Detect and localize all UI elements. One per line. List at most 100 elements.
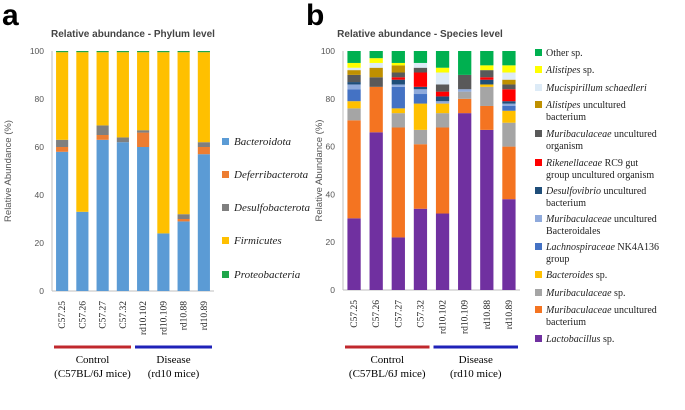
x-tick-label: C57.27	[99, 301, 109, 329]
y-tick-label: 20	[35, 238, 45, 248]
bar-segment	[56, 139, 69, 147]
x-tick-label: C57.32	[119, 301, 129, 329]
bar-segment	[137, 132, 150, 147]
bar-segment	[391, 51, 405, 63]
bar-segment	[76, 52, 89, 212]
bar-segment	[458, 89, 472, 92]
bar-segment	[347, 51, 361, 63]
x-tick-label: C57.26	[78, 301, 88, 329]
legend-text: Desulfovibrio	[545, 186, 601, 197]
legend-text: bacterium	[546, 317, 586, 328]
legend-swatch	[535, 215, 542, 222]
bar-segment	[369, 58, 383, 63]
legend-swatch	[535, 101, 542, 108]
bar-segment	[177, 214, 190, 219]
x-tick-label: rd10.89	[200, 301, 210, 331]
bar-segment	[502, 122, 516, 147]
legend-swatch	[535, 130, 542, 137]
legend-text: Muribaculaceae	[545, 129, 612, 140]
bar-segment	[413, 129, 428, 145]
group-sublabel: (C57BL/6J mice)	[54, 368, 131, 380]
bar-segment	[391, 237, 405, 290]
legend-swatch	[535, 335, 542, 342]
bar-segment	[458, 98, 472, 114]
bar-segment	[413, 89, 428, 95]
x-tick-label: rd10.109	[159, 301, 169, 335]
legend-line: organism	[546, 141, 583, 152]
legend-text: Other sp.	[546, 48, 583, 59]
bar-segment	[369, 67, 383, 78]
chart-title: Relative abundance - Phylum level	[51, 29, 215, 40]
bar-segment	[502, 101, 516, 104]
bar-segment	[502, 110, 516, 123]
y-tick-label: 100	[30, 46, 44, 56]
x-tick-label: rd10.102	[139, 301, 149, 335]
bar-segment	[96, 139, 109, 291]
x-tick-label: C57.25	[350, 300, 360, 328]
legend-line: Rikenellaceae RC9 gut	[545, 158, 638, 169]
legend-swatch	[535, 66, 542, 73]
bar-segment	[96, 135, 109, 140]
legend-text: Muribaculaceae	[545, 288, 612, 299]
bar-segment	[116, 51, 129, 53]
panel-letter: a	[2, 0, 19, 32]
legend-text: RC9 gut	[602, 158, 638, 169]
bar-segment	[480, 65, 494, 71]
bar-segment	[56, 151, 69, 291]
bar-segment	[391, 65, 405, 73]
legend-line: Desulfovibrio uncultured	[545, 186, 646, 197]
bar-segment	[413, 94, 428, 104]
y-tick-label: 0	[330, 285, 335, 295]
legend-text: NK4A136	[615, 242, 659, 253]
bar-segment	[435, 101, 450, 104]
bar-segment	[413, 103, 428, 130]
bar-segment	[177, 221, 190, 291]
bar-segment	[413, 67, 428, 73]
bar-segment	[391, 62, 405, 66]
legend-text: Muribaculaceae	[545, 214, 612, 225]
bar-segment	[413, 208, 428, 290]
legend-text: bacterium	[546, 198, 586, 209]
bar-segment	[480, 86, 494, 106]
legend-line: bacterium	[546, 198, 586, 209]
legend-text: Alistipes	[545, 100, 581, 111]
bar-segment	[502, 65, 516, 73]
legend-line: group uncultured organism	[546, 170, 654, 181]
x-tick-label: rd10.89	[505, 300, 515, 330]
group-sublabel: (rd10 mice)	[450, 368, 502, 380]
x-tick-label: rd10.88	[483, 300, 493, 330]
bar-segment	[177, 51, 190, 53]
bar-segment	[347, 108, 361, 121]
panel-letter: b	[306, 0, 324, 32]
legend-label: Desulfobacterota	[233, 202, 310, 214]
legend-line: Muribaculaceae uncultured	[545, 129, 657, 140]
legend-line: Mucispirillum schaedleri	[545, 83, 647, 94]
bar-segment	[458, 113, 472, 290]
bar-segment	[177, 219, 190, 222]
y-tick-label: 80	[326, 94, 336, 104]
bar-segment	[458, 74, 472, 90]
bar-segment	[502, 146, 516, 200]
bar-segment	[413, 51, 428, 63]
y-tick-label: 80	[35, 94, 45, 104]
bar-segment	[347, 84, 361, 90]
bar-segment	[137, 147, 150, 291]
group-label: Control	[370, 354, 404, 366]
y-tick-label: 20	[326, 237, 336, 247]
bar-segment	[458, 91, 472, 99]
bar-segment	[347, 62, 361, 68]
group-label: Control	[76, 354, 110, 366]
bar-segment	[369, 132, 383, 290]
legend-label: Bacteroidota	[234, 136, 292, 148]
bar-segment	[137, 51, 150, 53]
bar-segment	[56, 147, 69, 152]
legend-line: Muribaculaceae uncultured	[545, 305, 657, 316]
bar-segment	[435, 103, 450, 114]
legend-swatch	[222, 204, 229, 211]
legend-text: sp.	[612, 288, 626, 299]
legend-line: Lachnospiraceae NK4A136	[545, 242, 659, 253]
bar-segment	[391, 84, 405, 87]
y-tick-label: 40	[326, 189, 336, 199]
legend-text: Lactobacillus	[545, 334, 601, 345]
bar-segment	[157, 52, 170, 234]
